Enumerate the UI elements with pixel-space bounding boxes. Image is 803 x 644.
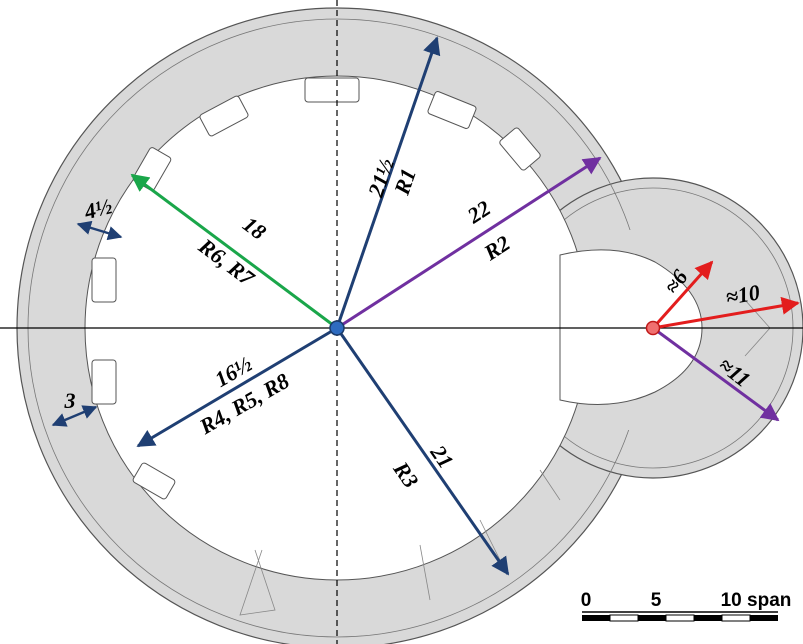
arrow-a6 bbox=[651, 260, 714, 329]
arrow-r2 bbox=[336, 156, 602, 330]
arrow-w2 bbox=[51, 405, 98, 427]
wall-details bbox=[239, 299, 771, 616]
arrow-a10 bbox=[652, 296, 800, 330]
label-a10: ≈10 bbox=[724, 279, 762, 310]
wall-thickness-arrows bbox=[51, 220, 123, 427]
radius-arrows bbox=[130, 36, 602, 576]
arrow-a11 bbox=[652, 326, 780, 422]
scale-tick-5: 5 bbox=[651, 590, 662, 611]
scale-bar: 0 5 10 span bbox=[581, 590, 792, 622]
scale-tick-0: 0 bbox=[581, 590, 592, 611]
arrow-r4 bbox=[136, 326, 338, 448]
center-dot-apse bbox=[645, 320, 661, 336]
label-w2: 3 bbox=[64, 388, 76, 413]
arrow-r3 bbox=[335, 327, 510, 576]
arrow-w1 bbox=[76, 220, 123, 241]
apse-arrows bbox=[651, 260, 800, 422]
arrow-r1 bbox=[335, 36, 441, 329]
center-dot-main bbox=[329, 320, 345, 336]
scale-tick-10: 10 span bbox=[721, 590, 792, 611]
arrow-r6 bbox=[130, 173, 338, 330]
